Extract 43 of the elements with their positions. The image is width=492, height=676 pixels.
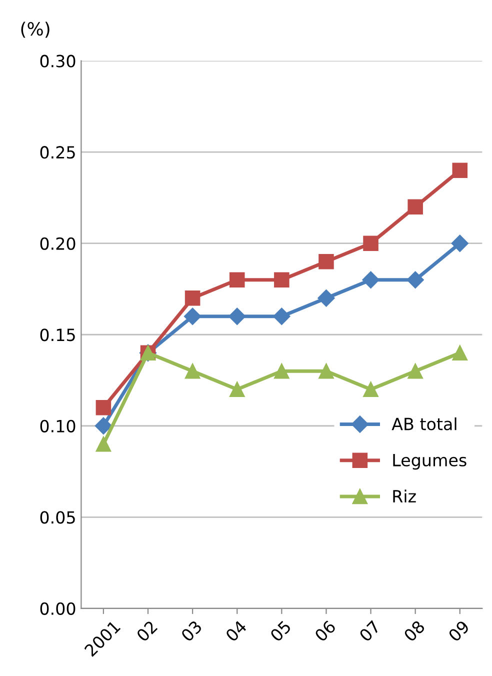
x-tick-label: 05 <box>269 620 292 642</box>
x-tick-label: 09 <box>448 620 470 642</box>
point <box>274 363 290 379</box>
point <box>451 234 468 252</box>
legend-label: Riz <box>393 490 416 502</box>
point <box>228 308 246 325</box>
x-tick-label: 06 <box>314 620 336 642</box>
point <box>362 271 380 288</box>
point <box>318 254 334 270</box>
x-tick-label: 03 <box>180 620 203 642</box>
x-tick-label: 02 <box>136 620 158 642</box>
point <box>96 400 112 416</box>
point <box>408 199 423 214</box>
point <box>452 162 468 178</box>
y-tick-label: 0.05 <box>40 511 75 524</box>
point <box>406 271 424 288</box>
point <box>229 382 245 398</box>
point <box>184 308 202 325</box>
y-tick-label: 0.15 <box>40 328 75 342</box>
point <box>273 308 290 325</box>
x-tick-label: 08 <box>403 620 426 642</box>
y-tick-label: 0.10 <box>40 420 76 432</box>
legend-label: Legumes <box>393 454 466 470</box>
point <box>452 345 468 361</box>
point <box>318 290 335 307</box>
y-tick-label: 0.20 <box>40 237 76 250</box>
y-tick-label: 0.30 <box>40 54 76 68</box>
point <box>408 363 423 379</box>
legend-label: AB total <box>392 417 456 430</box>
point <box>229 272 245 288</box>
x-tick-label: 07 <box>358 620 381 642</box>
point <box>274 272 290 288</box>
point <box>318 363 334 379</box>
x-tick-label: 04 <box>224 620 248 642</box>
point <box>94 417 112 434</box>
point <box>363 382 378 398</box>
point <box>363 236 378 251</box>
point <box>184 290 200 306</box>
y-axis-title: (%) <box>21 22 50 38</box>
point <box>96 436 112 452</box>
y-tick-label: 0.00 <box>40 602 76 615</box>
point <box>184 363 200 379</box>
y-tick-label: 0.25 <box>40 146 75 159</box>
